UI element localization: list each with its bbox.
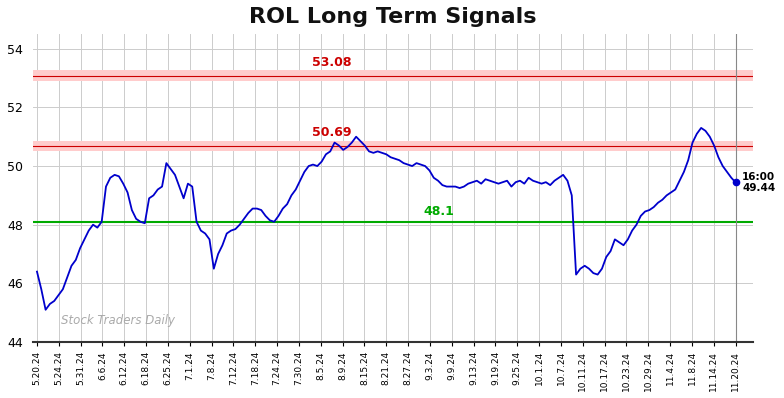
Text: 50.69: 50.69 — [313, 126, 352, 139]
Text: 48.1: 48.1 — [423, 205, 455, 218]
Bar — [33, 70, 753, 81]
Text: 16:00
49.44: 16:00 49.44 — [742, 172, 775, 193]
Text: 53.08: 53.08 — [313, 56, 352, 69]
Bar — [33, 140, 753, 151]
Text: Stock Traders Daily: Stock Traders Daily — [61, 314, 176, 327]
Title: ROL Long Term Signals: ROL Long Term Signals — [249, 7, 536, 27]
